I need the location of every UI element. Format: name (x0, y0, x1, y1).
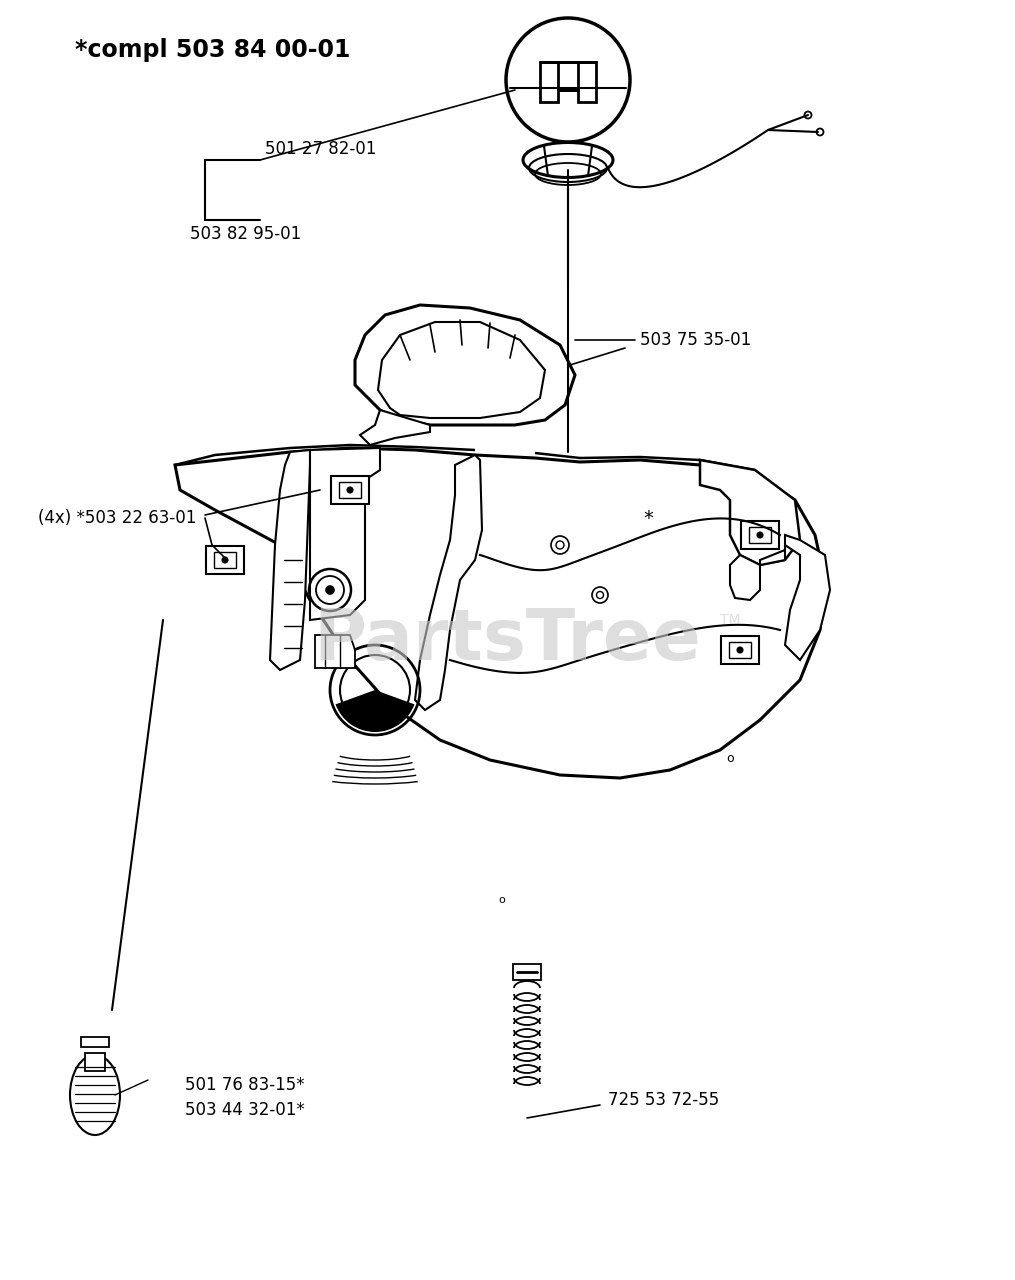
Bar (513, 964, 541, 980)
Bar (741, 521, 779, 549)
Bar (206, 547, 244, 573)
Polygon shape (270, 451, 310, 669)
Polygon shape (355, 305, 576, 425)
Text: 725 53 72-55: 725 53 72-55 (608, 1091, 720, 1108)
Bar (214, 552, 236, 568)
Text: o: o (726, 751, 734, 764)
Text: *compl 503 84 00-01: *compl 503 84 00-01 (75, 38, 350, 61)
Text: PartsTree: PartsTree (313, 605, 701, 675)
Bar (729, 643, 751, 658)
Bar (85, 1053, 105, 1071)
Ellipse shape (737, 646, 743, 653)
Ellipse shape (70, 1055, 120, 1135)
Text: 501 27 82-01: 501 27 82-01 (265, 140, 377, 157)
Ellipse shape (757, 532, 763, 538)
Text: 503 82 95-01: 503 82 95-01 (190, 225, 301, 243)
Polygon shape (310, 448, 380, 620)
Text: o: o (498, 895, 505, 905)
Text: (4x) *503 22 63-01: (4x) *503 22 63-01 (38, 509, 196, 527)
Polygon shape (540, 61, 596, 102)
Bar (749, 527, 771, 543)
Ellipse shape (347, 486, 353, 493)
Text: TM: TM (720, 613, 740, 627)
Bar (331, 476, 369, 504)
Text: 503 75 35-01: 503 75 35-01 (640, 332, 751, 349)
Wedge shape (336, 690, 414, 732)
Bar (81, 1037, 109, 1047)
Polygon shape (700, 460, 800, 564)
Text: *: * (644, 508, 653, 527)
Polygon shape (760, 535, 830, 660)
Text: 503 44 32-01*: 503 44 32-01* (185, 1101, 304, 1119)
Polygon shape (315, 635, 355, 668)
Bar (721, 636, 759, 664)
Ellipse shape (326, 586, 334, 594)
Polygon shape (730, 556, 760, 600)
Ellipse shape (222, 557, 228, 563)
Polygon shape (175, 448, 825, 778)
Text: 501 76 83-15*: 501 76 83-15* (185, 1076, 304, 1094)
Bar (339, 483, 361, 498)
Polygon shape (360, 410, 430, 445)
Polygon shape (415, 454, 482, 710)
